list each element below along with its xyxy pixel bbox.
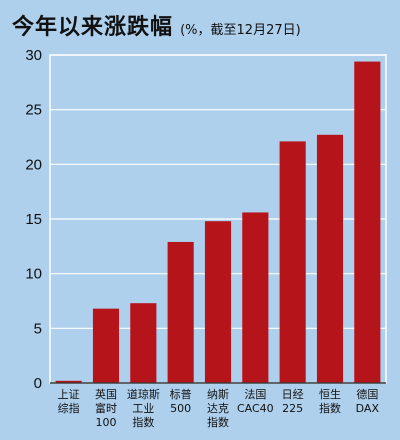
chart-subtitle: (%，截至12月27日): [180, 23, 301, 38]
x-category-label: 德国: [356, 387, 378, 401]
x-category-label: 达克: [207, 402, 229, 415]
bar: [279, 141, 306, 383]
y-tick-label: 15: [25, 211, 42, 228]
bar: [130, 303, 157, 383]
x-category-label: 恒生: [319, 387, 341, 401]
x-category-label: 道琼斯: [127, 387, 160, 401]
chart-title: 今年以来涨跌幅 (%，截至12月27日): [12, 9, 301, 41]
x-category-label: 指数: [207, 415, 229, 429]
x-category-label: 工业: [132, 402, 154, 415]
bar: [55, 380, 82, 383]
x-category-label: 指数: [132, 415, 154, 429]
x-category-label: 纳斯: [207, 388, 229, 401]
bar: [316, 134, 344, 383]
bar: [354, 61, 381, 384]
bar: [204, 221, 232, 383]
y-tick-label: 20: [25, 156, 42, 173]
y-tick-label: 25: [25, 102, 42, 119]
y-tick-label: 0: [34, 375, 42, 392]
x-category-label: 100: [96, 416, 117, 429]
x-category-label: CAC40: [237, 402, 274, 415]
x-category-label: 法国: [244, 387, 266, 401]
x-category-label: 500: [170, 402, 191, 415]
x-category-label: 标普: [170, 387, 192, 401]
bar: [167, 241, 194, 383]
y-tick-label: 10: [25, 266, 42, 283]
bar: [242, 212, 269, 383]
x-category-label: DAX: [356, 402, 380, 415]
x-category-label: 225: [282, 402, 303, 415]
x-category-label: 上证: [58, 388, 80, 401]
x-category-label: 日经: [282, 388, 304, 401]
x-category-label: 综指: [58, 401, 80, 415]
x-category-label: 富时: [95, 401, 117, 415]
x-category-label: 指数: [319, 401, 341, 415]
bar: [92, 308, 120, 383]
y-tick-label: 5: [34, 320, 42, 337]
chart-title-main: 今年以来涨跌幅: [12, 15, 174, 40]
y-tick-label: 30: [25, 47, 42, 64]
x-category-label: 英国: [95, 387, 117, 401]
